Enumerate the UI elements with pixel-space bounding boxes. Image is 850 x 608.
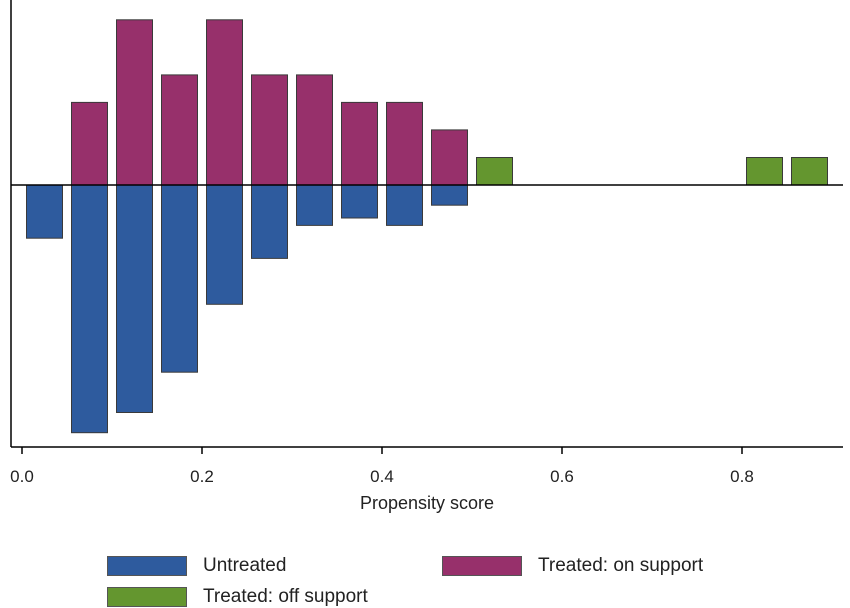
bar-untreated-3 [161,184,198,373]
bar-untreated-9 [431,184,468,206]
bar-treated-on-support-7 [386,101,423,186]
x-ticks: 0.0 0.2 0.4 0.6 0.8 [10,447,754,486]
x-tick-label-4: 0.8 [730,467,754,486]
bar-untreated-7 [341,184,378,219]
bar-untreated-4 [206,184,243,305]
bar-untreated-6 [296,184,333,226]
bar-treated-on-support-1 [116,19,153,186]
bar-treated-on-support-2 [161,74,198,186]
bar-treated-on-support-6 [341,101,378,186]
bar-untreated-2 [116,184,153,413]
bar-treated-off-support-0 [476,157,513,186]
bar-untreated-0 [26,184,63,239]
x-axis-title: Propensity score [360,493,494,513]
bar-untreated-1 [71,184,108,434]
x-tick-label-0: 0.0 [10,467,34,486]
bar-untreated-5 [251,184,288,259]
bar-treated-on-support-4 [251,74,288,186]
bar-treated-off-support-2 [791,157,828,186]
bar-treated-on-support-0 [71,101,108,186]
bar-treated-on-support-5 [296,74,333,186]
bars-layer [26,19,828,434]
bar-treated-on-support-3 [206,19,243,186]
bar-treated-on-support-8 [431,129,468,186]
bar-untreated-8 [386,184,423,226]
bar-treated-off-support-1 [746,157,783,186]
x-tick-label-3: 0.6 [550,467,574,486]
x-tick-label-1: 0.2 [190,467,214,486]
x-tick-label-2: 0.4 [370,467,394,486]
